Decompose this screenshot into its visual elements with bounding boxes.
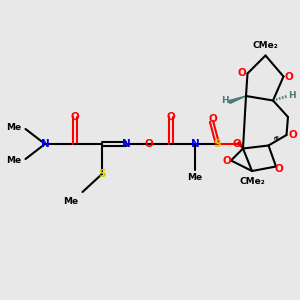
Text: O: O	[238, 68, 247, 79]
Text: N: N	[190, 139, 200, 149]
Text: N: N	[122, 139, 130, 149]
Text: O: O	[167, 112, 176, 122]
Text: O: O	[70, 112, 80, 122]
Text: Me: Me	[6, 156, 21, 165]
Text: N: N	[40, 139, 50, 149]
Text: CMe₂: CMe₂	[253, 40, 278, 50]
Text: O: O	[288, 130, 297, 140]
Text: O: O	[274, 164, 284, 175]
Text: O: O	[284, 71, 293, 82]
Text: O: O	[222, 155, 231, 166]
Text: ᵣₗₗ: ᵣₗₗ	[274, 134, 280, 142]
Text: H: H	[288, 92, 296, 100]
Text: Me: Me	[188, 172, 202, 182]
Text: S: S	[98, 169, 106, 179]
Text: O: O	[208, 113, 217, 124]
Text: O: O	[232, 139, 242, 149]
Text: Me: Me	[63, 196, 78, 206]
Polygon shape	[237, 142, 243, 148]
Text: CMe₂: CMe₂	[239, 177, 265, 186]
Text: Me: Me	[6, 123, 21, 132]
Polygon shape	[229, 96, 246, 103]
Text: S: S	[214, 139, 221, 149]
Text: H: H	[221, 96, 229, 105]
Text: O: O	[144, 139, 153, 149]
